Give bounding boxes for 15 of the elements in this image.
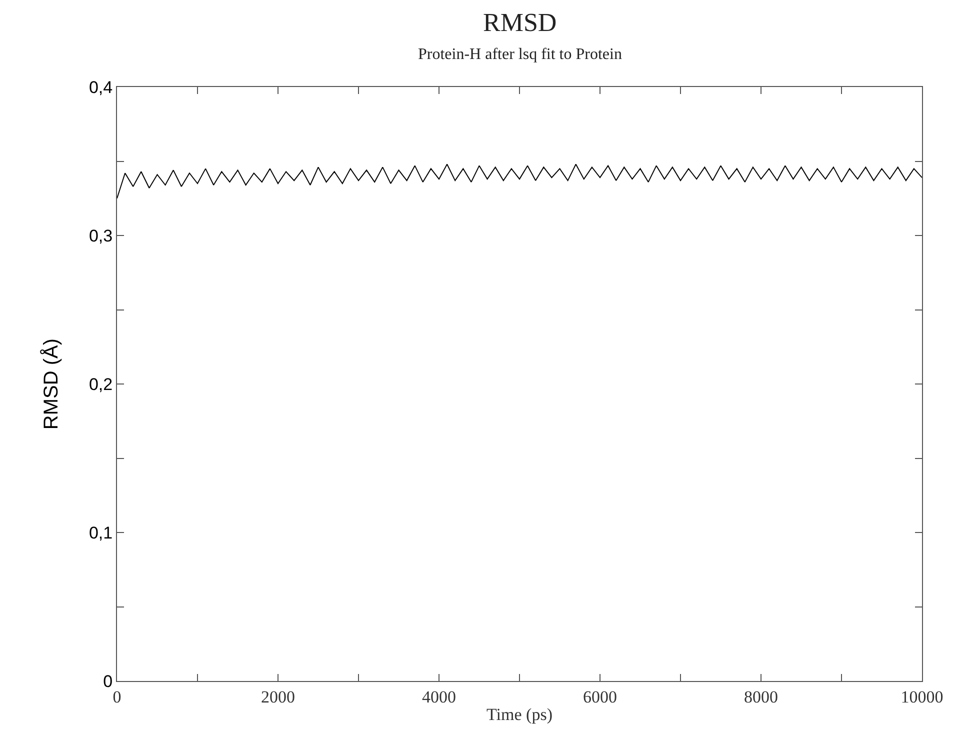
y-tick-label: 0,3 — [88, 226, 113, 246]
chart-title: RMSD — [483, 8, 557, 37]
line-series — [117, 164, 922, 199]
y-tick-label: 0,1 — [88, 523, 113, 542]
y-tick-label: 0,2 — [88, 374, 113, 394]
x-tick-label: 8000 — [744, 687, 778, 706]
chart-subtitle: Protein-H after lsq fit to Protein — [418, 46, 622, 63]
y-axis-title: RMSD (Å) — [39, 338, 62, 430]
x-tick-label: 6000 — [583, 687, 617, 706]
x-axis-title: Time (ps) — [486, 704, 552, 724]
y-tick-label: 0 — [103, 672, 113, 691]
x-tick-label: 4000 — [422, 687, 456, 706]
y-tick-label: 0,4 — [88, 78, 113, 97]
x-tick-label: 2000 — [261, 687, 295, 706]
x-tick-label: 10000 — [900, 687, 944, 706]
